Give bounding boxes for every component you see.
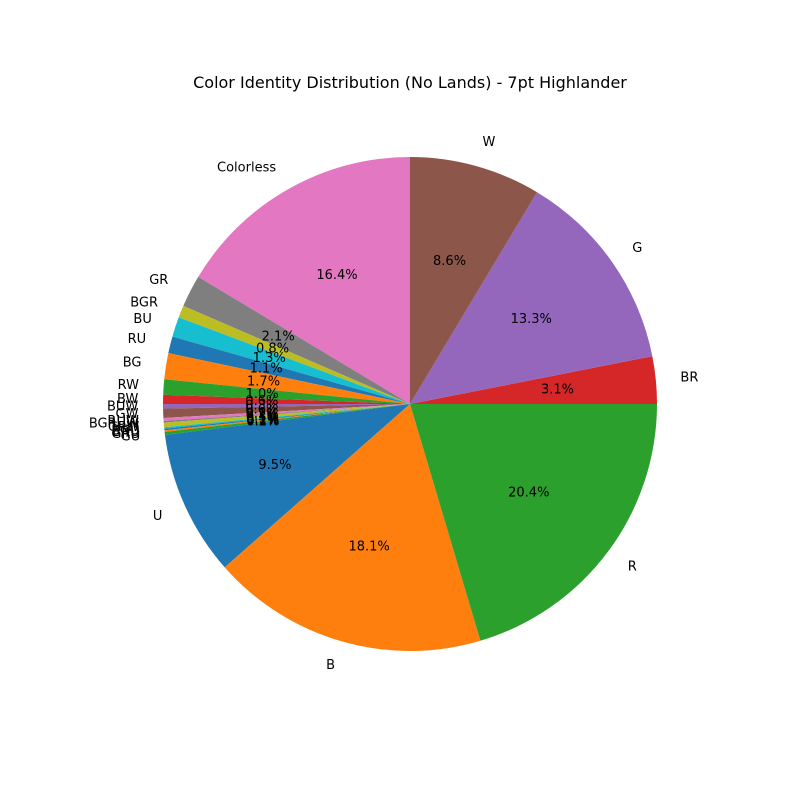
pie-slice-br: [410, 356, 657, 404]
pct-label-colorless: 16.4%: [316, 268, 357, 283]
pct-label-buw: 0.3%: [245, 398, 278, 413]
pie-slice-w: [410, 157, 538, 404]
slice-label-br: BR: [680, 371, 698, 386]
slice-label-ruw: RUW: [107, 414, 139, 429]
pie-slice-buw: [163, 404, 410, 409]
slice-label-bg: BG: [123, 355, 142, 370]
pie-slice-gru: [164, 404, 410, 432]
pct-label-rw: 1.0%: [246, 387, 279, 402]
pie-slice-bgruw: [163, 404, 410, 423]
slice-label-buw: BUW: [107, 400, 138, 415]
slice-label-gr: GR: [149, 273, 168, 288]
pie-labels: Colorless16.4%GR2.1%BGR0.8%BU1.3%RU1.1%B…: [89, 135, 699, 673]
pct-label-bgu: 0.1%: [246, 411, 279, 426]
pct-label-bru: 0.1%: [246, 412, 279, 427]
pct-label-r: 20.4%: [508, 486, 549, 501]
pie-slice-bg: [164, 353, 410, 404]
pct-label-grw: 0.3%: [246, 410, 279, 425]
slice-label-bgr: BGR: [130, 295, 158, 310]
pie-slice-gr: [183, 276, 410, 404]
pct-label-gu: 0.2%: [246, 415, 279, 430]
slice-label-u: U: [153, 509, 163, 524]
pie-slices: [163, 157, 657, 652]
pie-slice-bru: [164, 404, 410, 431]
pct-label-bgr: 0.8%: [256, 342, 289, 357]
pct-label-u: 9.5%: [258, 458, 291, 473]
pct-label-bw: 0.6%: [245, 394, 278, 409]
pie-slice-grw: [163, 404, 410, 428]
pie-slice-u: [164, 404, 410, 568]
pie-slice-gw: [163, 404, 410, 418]
pct-label-ru: 1.1%: [250, 361, 283, 376]
slice-label-colorless: Colorless: [217, 161, 276, 176]
slice-label-bru: BRU: [112, 425, 139, 440]
slice-label-bgu: BGU: [111, 423, 139, 438]
slice-label-g: G: [632, 241, 642, 256]
slice-label-rw: RW: [118, 378, 140, 393]
pie-slice-b: [224, 404, 481, 652]
slice-label-r: R: [628, 559, 637, 574]
pct-label-g: 13.3%: [511, 312, 552, 327]
slice-label-bgruw: BGRUW: [89, 417, 139, 432]
pct-label-gr: 2.1%: [262, 329, 295, 344]
pct-label-b: 18.1%: [348, 539, 389, 554]
slice-label-w: W: [483, 135, 496, 150]
pie-slice-ru: [168, 336, 410, 404]
pct-label-bg: 1.7%: [247, 374, 280, 389]
pct-label-w: 8.6%: [433, 254, 466, 269]
slice-label-gru: GRU: [111, 427, 140, 442]
pct-label-ruw: 0.2%: [246, 406, 279, 421]
slice-label-gw: GW: [116, 407, 139, 422]
pie-slice-r: [410, 404, 657, 641]
slice-label-bu: BU: [133, 312, 151, 327]
pct-label-br: 3.1%: [541, 383, 574, 398]
pie-slice-gu: [164, 404, 410, 435]
pie-slice-colorless: [198, 157, 410, 404]
slice-label-b: B: [326, 658, 335, 673]
pie-slice-bu: [172, 317, 410, 404]
pct-label-bgruw: 0.1%: [246, 408, 279, 423]
slice-label-ru: RU: [128, 332, 147, 347]
pie-slice-rw: [163, 379, 410, 404]
pct-label-gw: 0.6%: [245, 403, 278, 418]
pct-label-bu: 1.3%: [253, 351, 286, 366]
pie-slice-bw: [163, 394, 410, 404]
pie-slice-ruw: [163, 404, 410, 422]
pct-label-gru: 0.1%: [246, 413, 279, 428]
slice-label-bw: BW: [117, 392, 138, 407]
slice-label-gu: GU: [121, 429, 141, 444]
pie-slice-g: [410, 192, 653, 404]
pie-slice-bgu: [164, 404, 410, 429]
pie-slice-bgr: [178, 305, 410, 404]
chart-title: Color Identity Distribution (No Lands) -…: [193, 73, 627, 92]
slice-label-grw: GRW: [108, 420, 140, 435]
